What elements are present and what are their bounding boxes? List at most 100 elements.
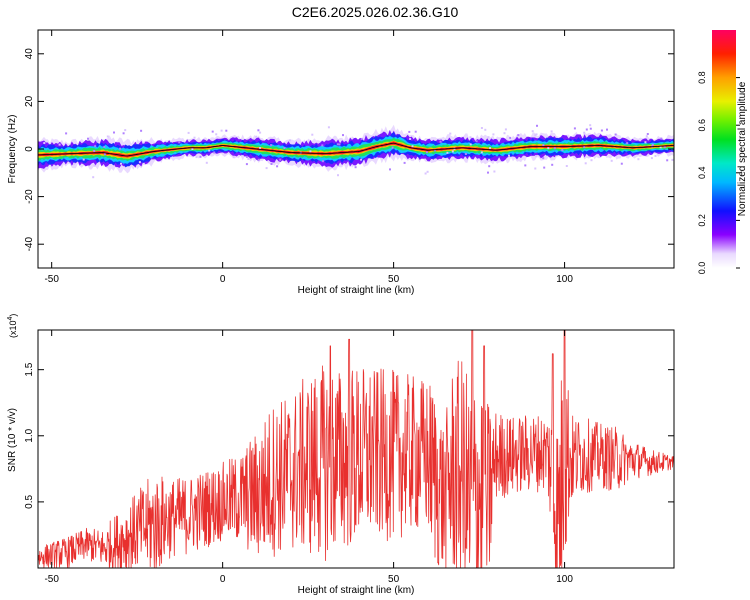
spectral-speck bbox=[492, 133, 495, 136]
spectral-speck bbox=[327, 126, 330, 129]
y-tick-label: 0 bbox=[24, 146, 35, 152]
spectral-speck bbox=[475, 140, 478, 143]
colorbar-tick-label: 0.6 bbox=[697, 119, 707, 132]
spectral-speck bbox=[92, 176, 95, 179]
spectral-speck bbox=[666, 159, 669, 162]
spectral-speck bbox=[508, 154, 510, 157]
spectral-speck bbox=[409, 138, 412, 140]
spectral-speck bbox=[58, 143, 61, 146]
spectral-speck bbox=[504, 128, 507, 131]
spectral-speck bbox=[232, 156, 235, 159]
spectral-speck bbox=[650, 157, 653, 160]
spectral-speck bbox=[191, 148, 194, 150]
spectral-speck bbox=[322, 160, 324, 163]
svg-text:(x104): (x104) bbox=[7, 314, 18, 338]
colorbar: 0.0 0.2 0.4 0.6 0.8 Normalized spectral ampl… bbox=[697, 30, 748, 274]
colorbar-tick-label: 0.8 bbox=[697, 71, 707, 84]
spectral-speck bbox=[124, 129, 127, 132]
spectral-speck bbox=[590, 159, 593, 162]
spectral-speck bbox=[106, 135, 109, 138]
spectral-speck bbox=[493, 170, 496, 173]
spectral-speck bbox=[103, 153, 106, 156]
spectral-speck bbox=[211, 130, 214, 133]
spectral-speck bbox=[646, 133, 649, 135]
spectral-speck bbox=[195, 156, 198, 159]
spectral-speck bbox=[550, 130, 553, 133]
spectral-speck bbox=[247, 158, 250, 160]
band-core bbox=[38, 141, 674, 158]
spectral-speck bbox=[122, 132, 125, 135]
spectral-speck bbox=[354, 166, 357, 169]
spectral-speck bbox=[103, 145, 106, 148]
spectral-speck bbox=[583, 145, 586, 148]
snr-panel: -50 0 50 100 0.5 1.0 1.5 Height of straight li… bbox=[7, 314, 675, 596]
spectral-speck bbox=[584, 162, 587, 165]
colorbar-gradient bbox=[712, 30, 736, 268]
snr-series-line bbox=[38, 330, 674, 568]
spectral-speck bbox=[517, 134, 520, 137]
spectral-speck bbox=[43, 142, 46, 144]
spectral-speck bbox=[93, 164, 96, 167]
spectral-speck bbox=[257, 158, 260, 161]
colorbar-tick-label: 0.2 bbox=[697, 214, 707, 227]
figure-title: C2E6.2025.026.02.36.G10 bbox=[292, 4, 459, 20]
spectral-speck bbox=[433, 149, 436, 152]
spectral-speck bbox=[93, 150, 96, 152]
spectral-speck bbox=[225, 129, 228, 132]
spectral-speck bbox=[535, 155, 537, 158]
spectral-speck bbox=[140, 129, 143, 132]
spectral-speck bbox=[469, 136, 472, 139]
spectral-speck bbox=[414, 130, 417, 133]
spectral-speck bbox=[245, 155, 248, 158]
band-yellow bbox=[38, 140, 674, 159]
spectral-speck bbox=[487, 136, 490, 139]
y-tick-label: 1.0 bbox=[24, 428, 35, 442]
spectral-speck bbox=[215, 133, 218, 136]
spectral-speck bbox=[270, 144, 273, 147]
spectral-speck bbox=[535, 133, 538, 136]
snr-multiplier-base: (x10 bbox=[8, 320, 18, 338]
spectral-speck bbox=[360, 137, 363, 140]
y-tick-label: 40 bbox=[24, 48, 35, 60]
spectral-speck bbox=[534, 167, 537, 170]
x-tick-label: -50 bbox=[44, 274, 59, 285]
spectral-speck bbox=[654, 154, 657, 157]
spectral-speck bbox=[279, 158, 282, 161]
spectral-speck bbox=[270, 163, 273, 165]
x-tick-label: 100 bbox=[556, 274, 573, 285]
spectral-speck bbox=[464, 153, 467, 155]
spectral-speck bbox=[547, 147, 550, 150]
y-tick-label: -40 bbox=[24, 237, 35, 252]
spectral-speck bbox=[283, 147, 286, 149]
spectral-speck bbox=[524, 164, 527, 167]
spectral-speck bbox=[585, 128, 588, 131]
spectral-speck bbox=[96, 140, 99, 143]
spectral-speck bbox=[542, 144, 545, 147]
spectral-speck bbox=[534, 134, 537, 137]
spectral-speck bbox=[138, 161, 141, 164]
spectral-speck bbox=[489, 147, 491, 150]
spectral-speck bbox=[671, 158, 674, 161]
snr-multiplier: (x104) bbox=[7, 314, 18, 338]
colorbar-tick-label: 0.4 bbox=[697, 167, 707, 180]
y-tick-label: -20 bbox=[24, 189, 35, 204]
spectral-speck bbox=[255, 135, 258, 138]
x-tick-label: -50 bbox=[44, 574, 59, 585]
spectral-speck bbox=[220, 129, 223, 132]
spectral-speck bbox=[663, 146, 666, 149]
spectral-speck bbox=[480, 151, 483, 154]
spectral-speck bbox=[439, 140, 442, 143]
spectral-speck bbox=[565, 165, 568, 167]
spectral-speck bbox=[259, 131, 262, 134]
spectral-speck bbox=[199, 155, 202, 158]
spectral-speck bbox=[257, 129, 260, 132]
spectral-speck bbox=[536, 124, 538, 127]
spectral-speck bbox=[289, 139, 291, 142]
spectral-speck bbox=[321, 144, 324, 147]
spectrogram-xlabel: Height of straight line (km) bbox=[298, 285, 415, 296]
spectral-speck bbox=[626, 142, 629, 145]
colorbar-label: Normalized spectral amplitude bbox=[737, 81, 748, 216]
spectral-speck bbox=[424, 172, 427, 175]
spectral-speck bbox=[551, 163, 554, 166]
